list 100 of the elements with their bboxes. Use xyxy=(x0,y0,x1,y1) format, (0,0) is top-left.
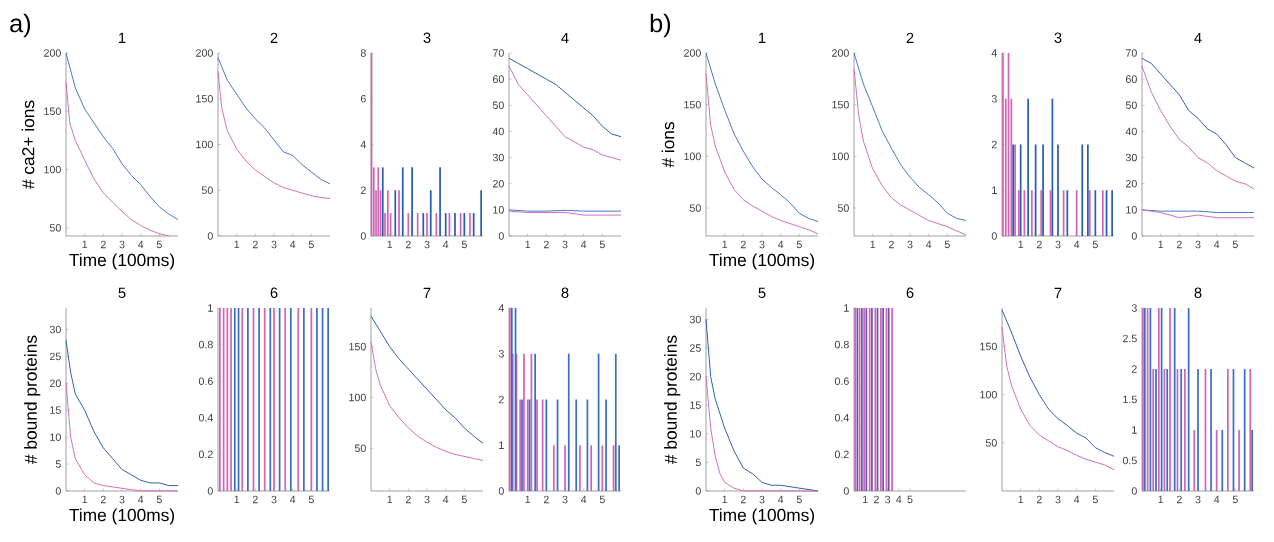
y-tick-label: 50 xyxy=(689,204,701,212)
y-tick-label: 1 xyxy=(1132,426,1137,434)
y-tick-label: 0 xyxy=(498,232,504,240)
y-tick-label: 0.2 xyxy=(834,450,849,459)
y-tick-label: 0.8 xyxy=(198,340,213,349)
x-tick-label: 5 xyxy=(308,240,314,249)
y-tick-label: 2.5 xyxy=(1123,334,1137,343)
x-tick-label: 3 xyxy=(1055,495,1061,504)
x-tick-label: 3 xyxy=(907,240,913,249)
y-tick-label: 150 xyxy=(980,342,997,351)
x-tick-label: 3 xyxy=(1195,495,1201,504)
chart-title: 3 xyxy=(423,32,431,43)
x-tick-label: 3 xyxy=(562,495,568,504)
x-tick-label: 1 xyxy=(722,240,728,249)
x-tick-label: 2 xyxy=(740,495,746,504)
x-tick-label: 4 xyxy=(1073,240,1080,249)
y-tick-label: 100 xyxy=(44,165,61,174)
y-tick-label: 60 xyxy=(492,75,504,83)
y-tick-label: 0.2 xyxy=(198,450,213,459)
x-tick-label: 5 xyxy=(796,495,802,504)
y-tick-label: 1 xyxy=(844,304,849,312)
y-axis-title: # bound proteins xyxy=(24,335,41,464)
y-tick-label: 0 xyxy=(207,232,213,240)
y-tick-label: 0 xyxy=(843,487,849,495)
x-tick-label: 1 xyxy=(870,240,876,249)
y-tick-label: 8 xyxy=(360,49,366,57)
y-tick-label: 5 xyxy=(695,458,701,467)
x-tick-label: 2 xyxy=(100,240,106,249)
x-tick-label: 5 xyxy=(156,495,162,504)
x-tick-label: 4 xyxy=(289,495,296,504)
y-tick-label: 25 xyxy=(49,352,61,361)
x-tick-label: 3 xyxy=(1195,240,1201,249)
y-tick-label: 50 xyxy=(985,439,997,447)
x-tick-label: 2 xyxy=(1036,240,1042,249)
y-tick-label: 1.5 xyxy=(1123,395,1137,404)
y-tick-label: 70 xyxy=(1125,49,1137,57)
x-tick-label: 5 xyxy=(944,240,950,249)
x-tick-label: 2 xyxy=(252,495,258,504)
y-tick-label: 0 xyxy=(360,232,366,240)
x-tick-label: 4 xyxy=(925,240,932,249)
x-tick-label: 1 xyxy=(1018,495,1024,504)
y-tick-label: 0 xyxy=(695,487,701,495)
y-tick-label: 50 xyxy=(49,224,61,232)
y-tick-label: 4 xyxy=(991,49,997,57)
x-tick-label: 1 xyxy=(1018,240,1024,249)
chart-title: 8 xyxy=(1194,287,1202,298)
y-tick-label: 40 xyxy=(492,127,504,136)
x-tick-label: 3 xyxy=(885,495,891,504)
y-tick-label: 200 xyxy=(196,49,213,57)
y-tick-label: 0.5 xyxy=(1122,456,1137,465)
x-tick-label: 1 xyxy=(525,495,531,504)
x-tick-label: 2 xyxy=(252,240,258,249)
y-tick-label: 10 xyxy=(690,430,701,438)
x-tick-label: 2 xyxy=(1176,495,1182,504)
x-tick-label: 4 xyxy=(442,240,449,249)
x-tick-label: 5 xyxy=(599,240,605,249)
y-tick-label: 10 xyxy=(50,433,61,441)
x-tick-label: 4 xyxy=(289,240,296,249)
y-tick-label: 100 xyxy=(832,152,849,161)
x-tick-label: 5 xyxy=(156,240,162,249)
x-tick-label: 1 xyxy=(525,240,531,249)
x-tick-label: 2 xyxy=(100,495,106,504)
x-tick-label: 3 xyxy=(1055,240,1061,249)
y-tick-label: 25 xyxy=(689,344,701,352)
y-tick-label: 200 xyxy=(832,49,849,57)
x-tick-label: 4 xyxy=(580,240,587,249)
y-tick-label: 150 xyxy=(349,342,366,351)
y-tick-label: 15 xyxy=(690,401,701,409)
x-axis-title: Time (100ms) xyxy=(709,253,815,270)
y-axis-title: # ions xyxy=(661,122,675,168)
y-tick-label: 0.4 xyxy=(198,414,213,422)
x-tick-label: 2 xyxy=(405,240,411,249)
chart-title: 1 xyxy=(759,32,766,43)
chart-title: 7 xyxy=(1054,287,1062,298)
y-tick-label: 150 xyxy=(832,100,849,109)
x-axis-title: Time (100ms) xyxy=(709,508,815,525)
x-tick-label: 3 xyxy=(759,495,765,504)
x-tick-label: 3 xyxy=(119,240,125,249)
x-tick-label: 1 xyxy=(722,495,728,504)
chart-title: 5 xyxy=(758,287,766,298)
x-tick-label: 1 xyxy=(234,495,240,504)
y-tick-label: 30 xyxy=(49,325,61,334)
y-tick-label: 1 xyxy=(208,304,213,312)
y-tick-label: 200 xyxy=(44,49,61,57)
y-tick-label: 50 xyxy=(201,186,213,195)
x-tick-label: 3 xyxy=(271,240,277,249)
y-tick-label: 6 xyxy=(360,94,366,103)
x-tick-label: 5 xyxy=(308,495,314,504)
x-tick-label: 2 xyxy=(873,495,879,504)
y-tick-label: 50 xyxy=(837,204,849,212)
y-tick-label: 2 xyxy=(1131,365,1137,373)
y-tick-label: 30 xyxy=(1125,153,1137,162)
text: b) xyxy=(650,13,671,38)
x-axis-title: Time (100ms) xyxy=(69,508,175,525)
y-tick-label: 150 xyxy=(684,100,701,109)
x-tick-label: 4 xyxy=(896,495,902,504)
x-tick-label: 4 xyxy=(442,495,449,504)
y-tick-label: 50 xyxy=(492,101,504,110)
y-tick-label: 20 xyxy=(492,179,504,188)
x-tick-label: 3 xyxy=(271,495,277,504)
